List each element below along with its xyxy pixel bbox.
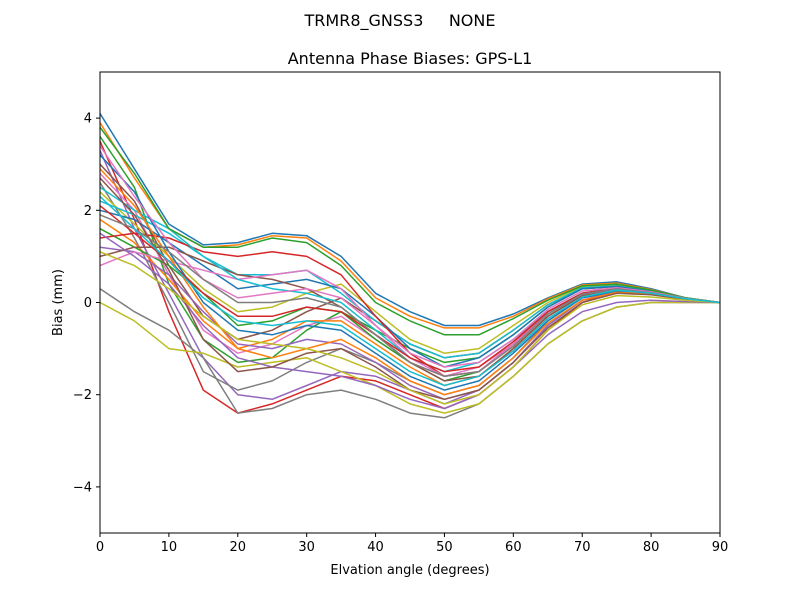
plot-frame bbox=[99, 71, 721, 534]
chart-title: Antenna Phase Biases: GPS-L1 bbox=[288, 49, 533, 68]
x-tick-label: 60 bbox=[505, 540, 522, 555]
y-tick-label: 4 bbox=[84, 112, 92, 127]
series-line-23 bbox=[99, 126, 721, 336]
series-line-25 bbox=[99, 232, 721, 410]
x-tick-label: 0 bbox=[96, 540, 104, 555]
series-line-22 bbox=[99, 168, 721, 396]
series-line-30 bbox=[99, 195, 721, 387]
y-tick-label: 2 bbox=[84, 204, 92, 219]
x-tick-label: 30 bbox=[298, 540, 315, 555]
series-line-19 bbox=[99, 301, 720, 414]
y-tick-label: −2 bbox=[73, 388, 92, 403]
x-axis-label: Elvation angle (degrees) bbox=[330, 563, 489, 578]
figure-suptitle: TRMR8_GNSS3 NONE bbox=[304, 11, 496, 31]
x-tick-label: 50 bbox=[436, 540, 453, 555]
tick-layer: 0 10 20 30 40 50 60 70 80 90 −4 −2 0 2 4 bbox=[73, 112, 728, 555]
x-tick-label: 90 bbox=[712, 540, 729, 555]
series-line-28 bbox=[99, 214, 721, 378]
x-tick-label: 40 bbox=[367, 540, 384, 555]
series-layer bbox=[99, 113, 721, 419]
x-tick-label: 20 bbox=[230, 540, 247, 555]
y-axis-label: Bias (mm) bbox=[51, 269, 66, 336]
x-tick-label: 80 bbox=[643, 540, 660, 555]
series-line-11 bbox=[99, 209, 721, 368]
series-line-29 bbox=[99, 251, 721, 405]
series-line-1 bbox=[99, 113, 721, 327]
series-line-21 bbox=[99, 154, 721, 391]
x-tick-label: 10 bbox=[161, 540, 178, 555]
y-tick-label: 0 bbox=[84, 296, 92, 311]
series-line-9 bbox=[99, 191, 721, 354]
x-tick-label: 70 bbox=[574, 540, 591, 555]
y-tick-label: −4 bbox=[73, 480, 92, 495]
